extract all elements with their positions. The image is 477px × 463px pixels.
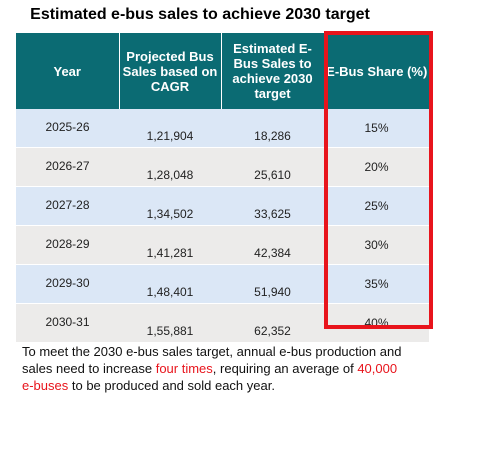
note-highlight-four-times: four times	[155, 361, 213, 376]
cell-estimated: 33,625	[221, 186, 324, 226]
cell-projected: 1,41,281	[119, 225, 221, 265]
cell-year: 2029-30	[16, 264, 119, 304]
cell-projected: 1,55,881	[119, 303, 221, 343]
cell-projected: 1,28,048	[119, 147, 221, 187]
table-row: 2030-31 1,55,881 62,352 40%	[16, 303, 429, 343]
cell-year: 2028-29	[16, 225, 119, 265]
table-row: 2028-29 1,41,281 42,384 30%	[16, 225, 429, 265]
summary-note: To meet the 2030 e-bus sales target, ann…	[22, 343, 412, 394]
cell-share: 15%	[324, 109, 429, 148]
cell-share: 35%	[324, 264, 429, 304]
cell-estimated: 18,286	[221, 109, 324, 148]
cell-share: 25%	[324, 186, 429, 226]
table-row: 2027-28 1,34,502 33,625 25%	[16, 186, 429, 226]
cell-year: 2025-26	[16, 109, 119, 148]
cell-share: 40%	[324, 303, 429, 343]
cell-projected: 1,48,401	[119, 264, 221, 304]
cell-share: 20%	[324, 147, 429, 187]
header-ebus-share: E-Bus Share (%)	[324, 33, 429, 109]
cell-share: 30%	[324, 225, 429, 265]
note-text: To meet the 2030 e-bus sales target, ann…	[22, 344, 402, 376]
note-text: to be produced and sold each year.	[68, 378, 275, 393]
cell-estimated: 62,352	[221, 303, 324, 343]
table-header-row: Year Projected Bus Sales based on CAGR E…	[16, 33, 429, 109]
cell-year: 2027-28	[16, 186, 119, 226]
cell-projected: 1,21,904	[119, 109, 221, 148]
table-row: 2026-27 1,28,048 25,610 20%	[16, 147, 429, 187]
cell-year: 2026-27	[16, 147, 119, 187]
cell-estimated: 51,940	[221, 264, 324, 304]
cell-year: 2030-31	[16, 303, 119, 343]
note-highlight-ebuses: 40,000 e-buses	[22, 361, 398, 393]
header-year: Year	[16, 33, 120, 109]
cell-estimated: 42,384	[221, 225, 324, 265]
table-row: 2029-30 1,48,401 51,940 35%	[16, 264, 429, 304]
header-projected-sales: Projected Bus Sales based on CAGR	[119, 33, 222, 109]
cell-estimated: 25,610	[221, 147, 324, 187]
cell-projected: 1,34,502	[119, 186, 221, 226]
ebus-sales-table: Year Projected Bus Sales based on CAGR E…	[16, 33, 429, 343]
note-text: , requiring an average of	[212, 361, 358, 376]
table-title: Estimated e-bus sales to achieve 2030 ta…	[30, 6, 370, 23]
table-row: 2025-26 1,21,904 18,286 15%	[16, 109, 429, 148]
header-estimated-ebus-sales: Estimated E-Bus Sales to achieve 2030 ta…	[221, 33, 325, 109]
